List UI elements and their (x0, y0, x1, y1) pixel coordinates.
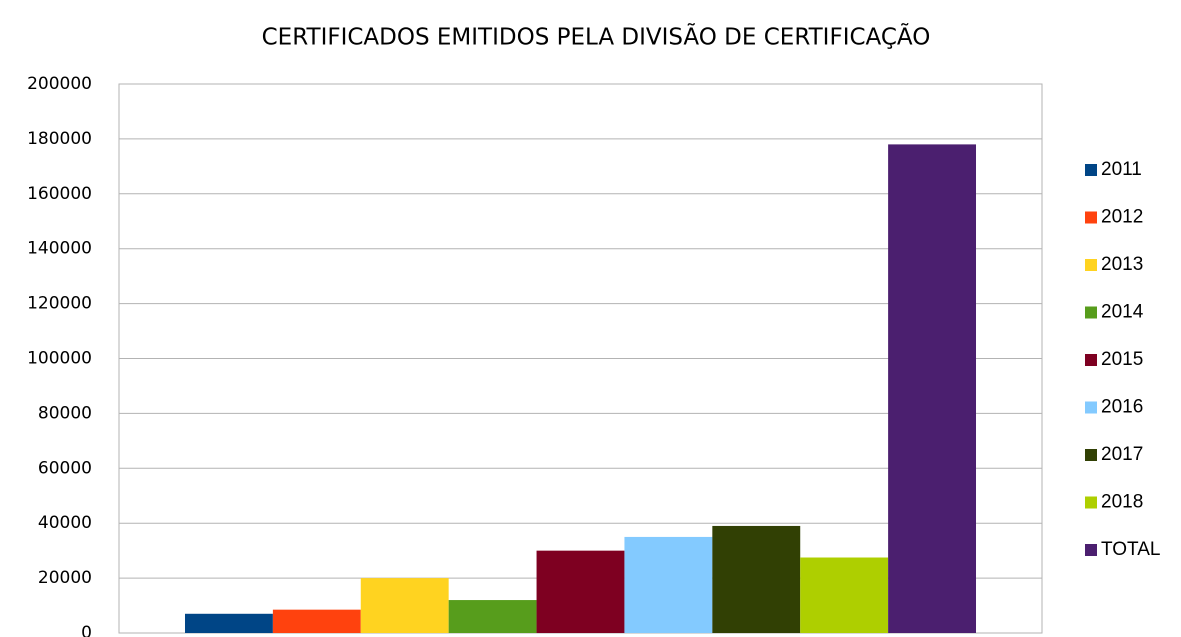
bar (448, 600, 537, 633)
y-tick-label: 0 (81, 623, 92, 637)
legend-label: 2012 (1101, 207, 1143, 228)
y-tick-label: 160000 (27, 184, 92, 204)
y-tick-label: 40000 (38, 513, 92, 533)
y-tick-label: 140000 (27, 239, 92, 259)
legend-swatch (1085, 164, 1097, 176)
legend-label: 2015 (1101, 349, 1143, 370)
bar (712, 525, 801, 633)
legend-label: 2014 (1101, 302, 1144, 323)
bar (536, 550, 625, 633)
legend-swatch (1085, 496, 1097, 509)
legend-swatch (1085, 401, 1097, 414)
legend-label: 2013 (1101, 254, 1143, 275)
y-tick-label: 180000 (27, 129, 92, 149)
legend-swatch (1085, 259, 1097, 271)
bar (184, 613, 273, 633)
chart-title: CERTIFICADOS EMITIDOS PELA DIVISÃO DE CE… (262, 23, 931, 51)
bar (360, 578, 449, 633)
y-tick-label: 80000 (38, 403, 92, 423)
y-tick-label: 120000 (27, 294, 92, 314)
legend-label: 2017 (1101, 444, 1143, 465)
legend-swatch (1085, 354, 1097, 366)
y-tick-label: 100000 (27, 349, 92, 369)
y-tick-label: 200000 (27, 74, 92, 94)
y-tick-label: 20000 (38, 568, 92, 588)
bar (800, 557, 889, 633)
bar (888, 144, 977, 633)
legend-swatch (1085, 544, 1097, 556)
y-tick-label: 60000 (38, 458, 92, 478)
legend-label: 2011 (1101, 159, 1142, 180)
legend-swatch (1085, 306, 1097, 319)
legend-swatch (1085, 449, 1097, 461)
legend-label: 2016 (1101, 397, 1143, 418)
legend-label: 2018 (1101, 492, 1143, 513)
bar (624, 536, 713, 633)
bar (272, 609, 361, 633)
legend-label: TOTAL (1101, 539, 1160, 560)
legend-swatch (1085, 211, 1097, 224)
